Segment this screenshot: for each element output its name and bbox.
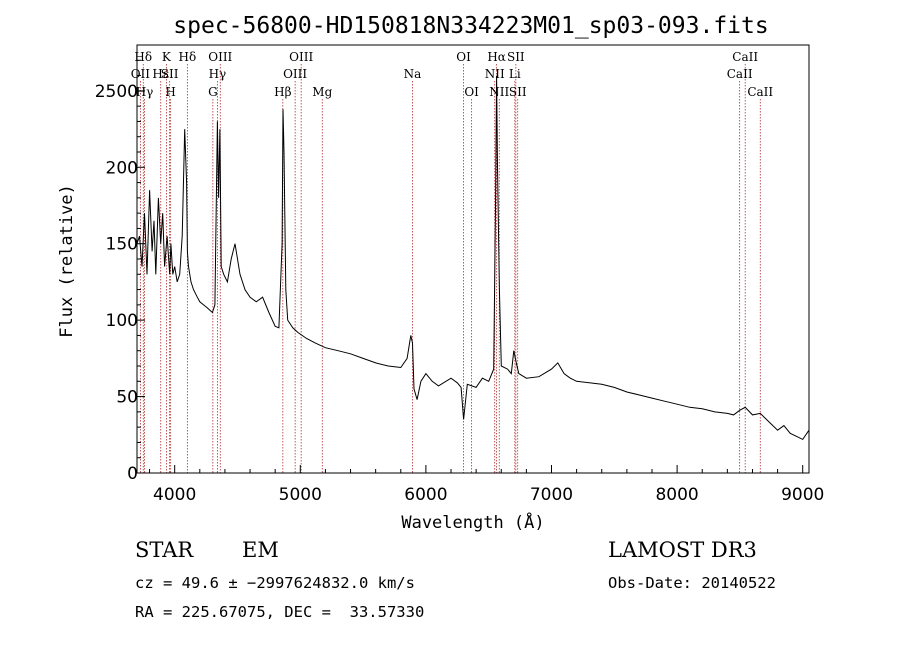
line-label-23: SII xyxy=(509,85,527,99)
coordinates-readout: RA = 225.67075, DEC = 33.57330 xyxy=(135,603,425,621)
line-label-4: K xyxy=(162,50,172,64)
line-label-13: OIII xyxy=(289,50,313,64)
line-label-9: Hγ xyxy=(209,67,227,81)
line-label-7: Hδ xyxy=(179,50,197,64)
y-tick-label-5: 2500 xyxy=(95,82,138,102)
line-label-25: CaII xyxy=(727,67,753,81)
line-label-19: NII xyxy=(485,67,505,81)
line-label-16: OI xyxy=(456,50,471,64)
y-tick-label-4: 200 xyxy=(106,158,138,178)
line-label-24: CaII xyxy=(732,50,758,64)
line-label-3: Hε xyxy=(152,67,169,81)
line-label-26: CaII xyxy=(747,85,773,99)
line-label-21: SII xyxy=(507,50,525,64)
axis-ticks: 4000 5000 6000 7000 8000 9000 0 50 100 150 200 2500 xyxy=(95,59,824,505)
x-tick-label-1: 5000 xyxy=(279,485,322,505)
object-class: STAR xyxy=(135,538,194,562)
line-label-1: OII xyxy=(131,67,151,81)
chart-title: spec-56800-HD150818N334223M01_sp03-093.f… xyxy=(173,13,768,39)
redshift-readout: cz = 49.6 ± −2997624832.0 km/s xyxy=(135,574,415,592)
y-tick-label-2: 100 xyxy=(106,311,138,331)
x-axis-label: Wavelength (Å) xyxy=(401,511,544,533)
line-label-20: NII xyxy=(489,85,509,99)
x-tick-label-4: 8000 xyxy=(655,485,698,505)
plot-frame xyxy=(136,44,810,474)
line-label-18: Hα xyxy=(487,50,506,64)
x-tick-label-0: 4000 xyxy=(153,485,196,505)
line-label-12: OIII xyxy=(283,67,307,81)
y-axis-label: Flux (relative) xyxy=(57,184,77,338)
line-label-6: H xyxy=(165,85,175,99)
line-label-10: G xyxy=(208,85,218,99)
line-label-2: Hγ xyxy=(136,85,154,99)
obs-date: Obs-Date: 20140522 xyxy=(608,574,776,592)
line-label-11: Hβ xyxy=(274,85,291,99)
line-label-8: OIII xyxy=(208,50,232,64)
line-label-22: Li xyxy=(509,67,521,81)
x-tick-label-5: 9000 xyxy=(781,485,824,505)
x-tick-label-3: 7000 xyxy=(530,485,573,505)
line-label-14: Mg xyxy=(312,85,332,99)
y-tick-label-3: 150 xyxy=(106,235,138,255)
line-label-15: Na xyxy=(404,67,422,81)
line-label-17: OI xyxy=(464,85,479,99)
object-subclass: EM xyxy=(242,538,279,562)
y-tick-label-1: 50 xyxy=(116,388,138,408)
spectrum-line xyxy=(136,75,810,441)
y-tick-label-0: 0 xyxy=(127,464,138,484)
x-tick-label-2: 6000 xyxy=(404,485,447,505)
line-label-5: SII xyxy=(161,67,179,81)
survey-label: LAMOST DR3 xyxy=(608,538,757,562)
